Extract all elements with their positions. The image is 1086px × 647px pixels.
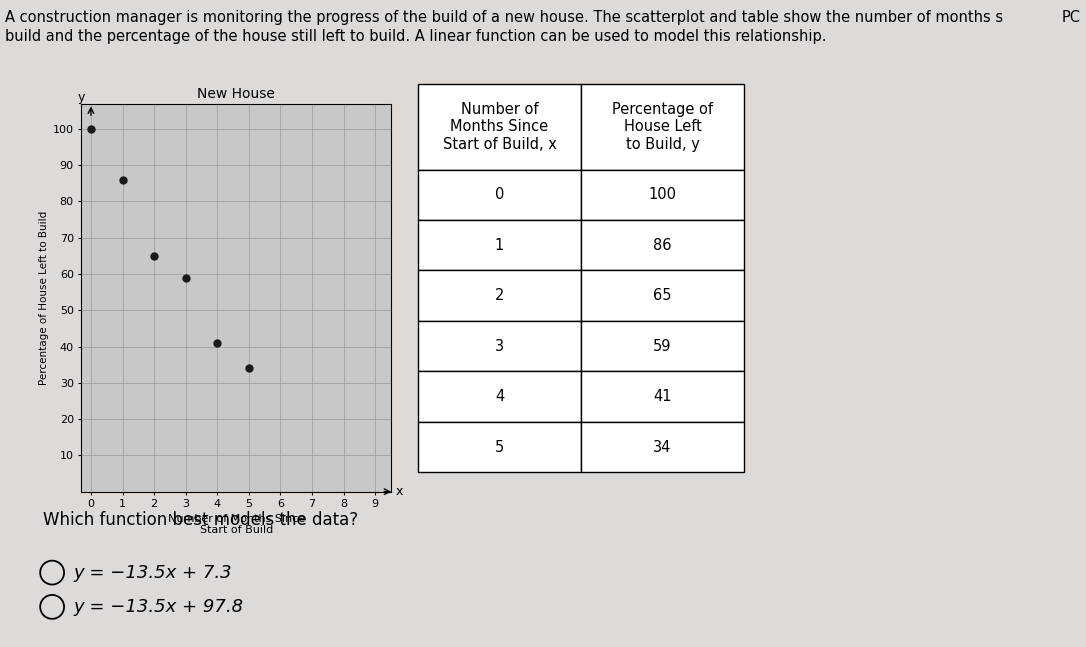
Title: New House: New House bbox=[198, 87, 275, 101]
Text: x: x bbox=[395, 485, 403, 498]
Text: Which function best models the data?: Which function best models the data? bbox=[43, 511, 358, 529]
Text: A construction manager is monitoring the progress of the build of a new house. T: A construction manager is monitoring the… bbox=[5, 10, 1003, 25]
Text: build and the percentage of the house still left to build. A linear function can: build and the percentage of the house st… bbox=[5, 29, 826, 44]
Point bbox=[209, 338, 226, 348]
Y-axis label: Percentage of House Left to Build: Percentage of House Left to Build bbox=[39, 210, 49, 385]
Point bbox=[177, 272, 194, 283]
Text: y = −13.5x + 97.8: y = −13.5x + 97.8 bbox=[74, 598, 244, 616]
Text: PC: PC bbox=[1062, 10, 1081, 25]
Point bbox=[83, 124, 100, 134]
Point bbox=[240, 363, 257, 373]
Text: y = −13.5x + 7.3: y = −13.5x + 7.3 bbox=[74, 564, 232, 582]
X-axis label: Number of Months Since
Start of Build: Number of Months Since Start of Build bbox=[167, 514, 305, 535]
Point bbox=[146, 251, 163, 261]
Point bbox=[114, 175, 131, 185]
Text: y: y bbox=[78, 91, 85, 104]
